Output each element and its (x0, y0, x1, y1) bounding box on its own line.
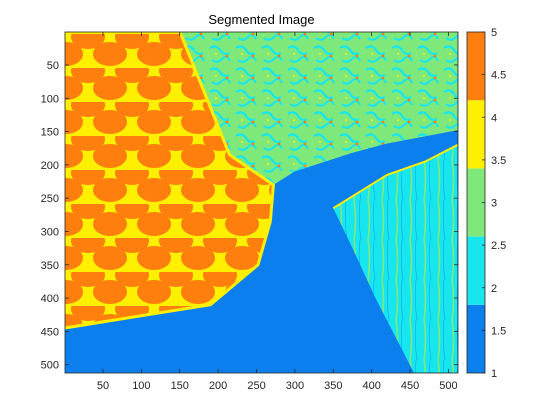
colorbar-tick-label: 3.5 (491, 155, 506, 167)
y-tick-label: 200 (41, 160, 59, 172)
segment-region-5 (65, 32, 274, 328)
y-tick-label: 400 (41, 293, 59, 305)
colorbar-segment (467, 304, 485, 373)
y-tick-label: 450 (41, 326, 59, 338)
y-tick-label: 100 (41, 93, 59, 105)
segment-region-2 (333, 144, 458, 373)
colorbar-segment (467, 168, 485, 237)
colorbar-tick-label: 4 (491, 112, 497, 124)
axes-frame (64, 31, 459, 374)
chart-title: Segmented Image (208, 12, 314, 27)
x-tick-label: 250 (247, 380, 265, 392)
colorbar: 1 1.5 2 2.5 3 3.5 4 4.5 5 (466, 27, 506, 380)
segment-region-3 (179, 32, 458, 185)
x-tick-label: 350 (324, 380, 342, 392)
colorbar-tick-label: 4.5 (491, 70, 506, 82)
x-tick-label: 450 (401, 380, 419, 392)
colorbar-tick-label: 5 (491, 27, 497, 39)
colorbar-tick-label: 3 (491, 198, 497, 210)
colorbar-tick-label: 2 (491, 283, 497, 295)
colorbar-tick-label: 1.5 (491, 325, 506, 337)
x-axis: 50 100 150 200 250 300 350 400 450 500 (97, 32, 458, 392)
image-area (65, 32, 458, 373)
x-tick-label: 200 (209, 380, 227, 392)
segment-edge (65, 32, 275, 330)
colorbar-tick-label: 1 (491, 368, 497, 380)
y-tick-label: 500 (41, 360, 59, 372)
colorbar-segment (467, 100, 485, 169)
x-tick-label: 150 (171, 380, 189, 392)
x-tick-label: 50 (97, 380, 109, 392)
colorbar-segment (467, 32, 485, 101)
y-tick-label: 250 (41, 193, 59, 205)
segment-edge (332, 144, 458, 210)
x-tick-label: 300 (286, 380, 304, 392)
y-tick-label: 300 (41, 226, 59, 238)
x-tick-label: 100 (132, 380, 150, 392)
y-tick-label: 350 (41, 260, 59, 272)
colorbar-tick-label: 2.5 (491, 240, 506, 252)
y-axis: 50 100 150 200 250 300 350 400 450 500 (41, 60, 458, 372)
y-tick-label: 150 (41, 127, 59, 139)
y-tick-label: 50 (47, 60, 59, 72)
x-tick-label: 500 (439, 380, 457, 392)
x-tick-label: 400 (362, 380, 380, 392)
colorbar-segment (467, 236, 485, 305)
